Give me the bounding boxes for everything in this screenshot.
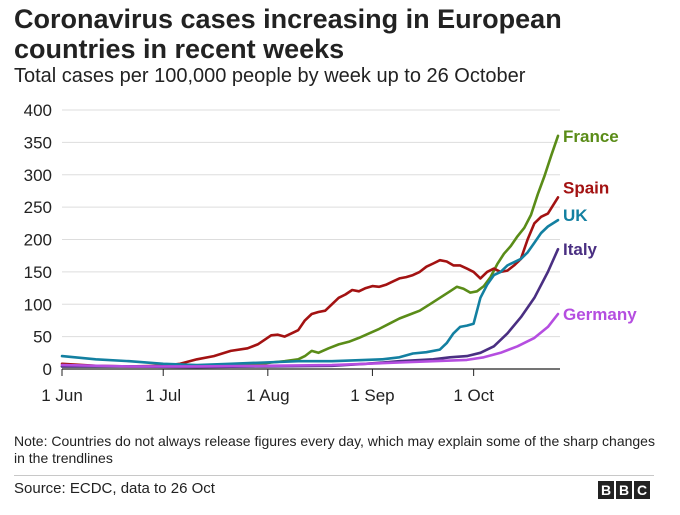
y-tick-label: 250 (24, 198, 52, 217)
series-line-france (60, 134, 560, 368)
series-line-uk (60, 218, 560, 367)
y-tick-label: 100 (24, 295, 52, 314)
series-line-spain (60, 196, 560, 368)
series-line-italy (60, 247, 560, 369)
y-tick-label: 150 (24, 263, 52, 282)
x-tick-label: 1 Jun (41, 386, 83, 405)
x-tick-label: 1 Jul (145, 386, 181, 405)
y-tick-label: 50 (33, 328, 52, 347)
series-label-uk: UK (563, 206, 588, 225)
y-tick-label: 350 (24, 133, 52, 152)
footnote: Note: Countries do not always release fi… (14, 433, 655, 466)
series-label-italy: Italy (563, 240, 598, 259)
y-tick-label: 300 (24, 166, 52, 185)
grid-lines (62, 109, 560, 370)
source-credit: Source: ECDC, data to 26 Oct (14, 480, 215, 497)
series-line-germany (60, 312, 560, 368)
line-chart: 0 50 100 150 200 250 300 350 400 1 Jun 1 Jul 1 Aug… (24, 101, 638, 405)
series-label-germany: Germany (563, 305, 637, 324)
x-tick-label: 1 Aug (246, 386, 290, 405)
bbc-logo-letter: C (634, 481, 650, 499)
x-tick-label: 1 Oct (453, 386, 494, 405)
series-labels: France Spain UK Italy Germany (563, 127, 637, 324)
x-axis-ticks: 1 Jun 1 Jul 1 Aug 1 Sep 1 Oct (41, 369, 494, 405)
footer-divider (14, 475, 654, 476)
series-label-spain: Spain (563, 178, 609, 197)
chart-subtitle: Total cases per 100,000 people by week u… (14, 65, 526, 87)
bbc-logo-letter: B (598, 481, 614, 499)
y-axis-ticks: 0 50 100 150 200 250 300 350 400 (24, 101, 52, 379)
x-tick-label: 1 Sep (350, 386, 394, 405)
series-label-france: France (563, 127, 619, 146)
y-tick-label: 200 (24, 231, 52, 250)
chart-title: Coronavirus cases increasing in European… (14, 4, 562, 64)
bbc-logo-letter: B (616, 481, 632, 499)
series-lines (60, 134, 560, 369)
y-tick-label: 0 (43, 360, 52, 379)
y-tick-label: 400 (24, 101, 52, 120)
bbc-logo: B B C (598, 481, 650, 499)
